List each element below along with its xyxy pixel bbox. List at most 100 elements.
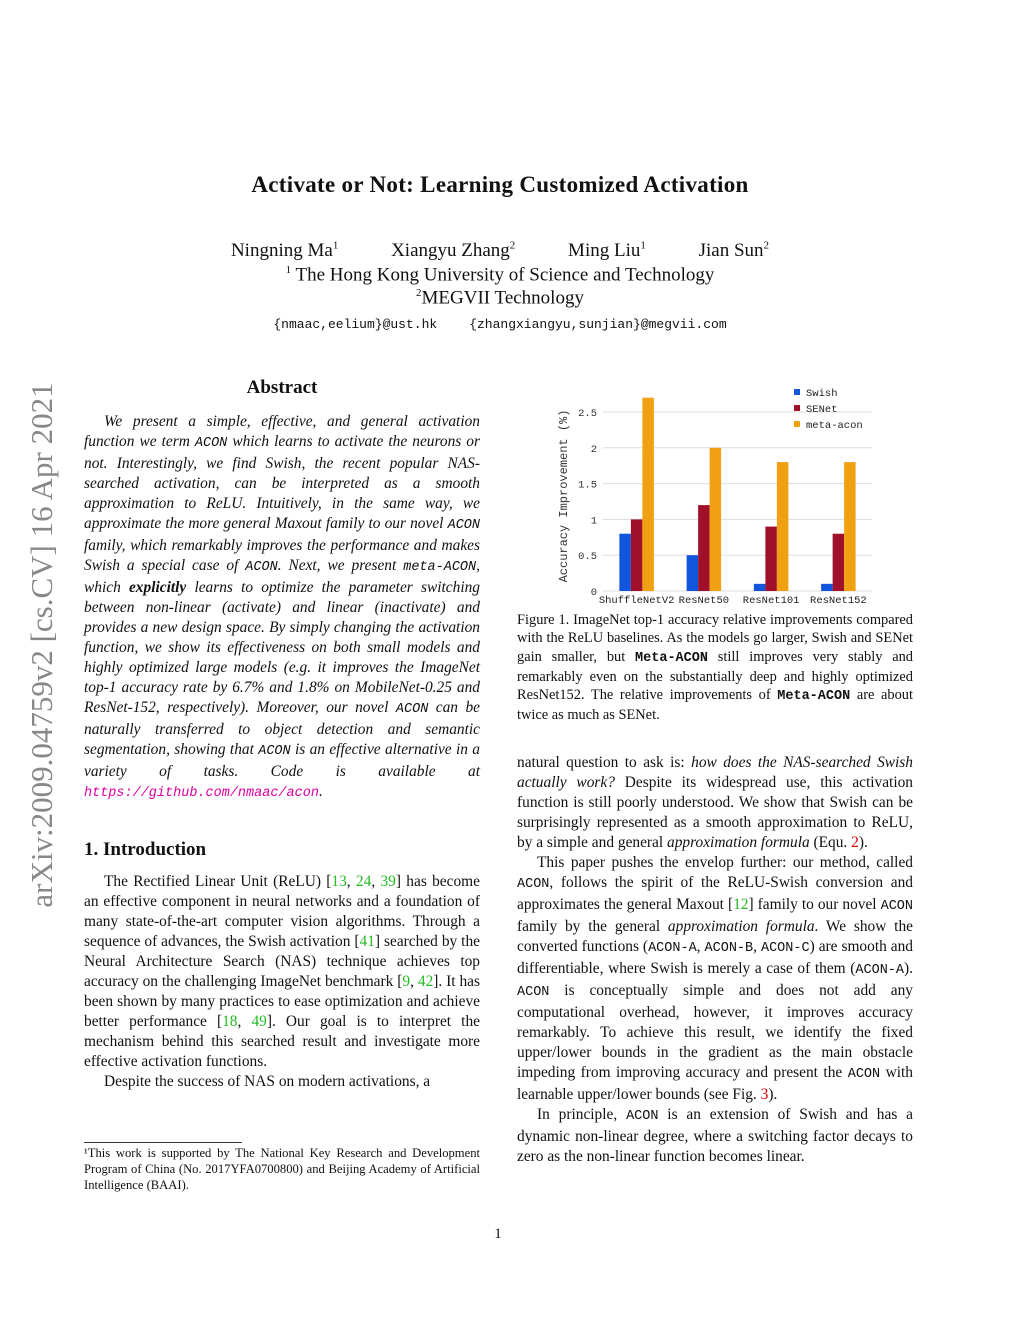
text-run: ) are smooth and differentiable, where S… xyxy=(517,938,913,977)
bar-swish-resnet152 xyxy=(821,583,833,591)
text-run: ACON xyxy=(395,702,429,717)
text-run: is an effective alternative in a variety… xyxy=(84,741,481,780)
affiliation: 1 The Hong Kong University of Science an… xyxy=(0,264,1000,286)
text-run: ACON-C xyxy=(760,941,810,956)
bar-senet-resnet101 xyxy=(765,526,777,591)
text-run: ACON xyxy=(517,877,550,892)
text-run: can be naturally transferred to object d… xyxy=(84,699,480,758)
text-run: (Equ. xyxy=(809,834,852,851)
author-sup: 2 xyxy=(763,240,770,252)
bar-swish-resnet50 xyxy=(686,555,699,591)
emails: {nmaac,eelium}@ust.hk {zhangxiangyu,sunji… xyxy=(0,317,1000,332)
text-run: , xyxy=(753,938,761,955)
text-run: ACON xyxy=(517,985,550,1000)
code-link[interactable]: https://github.com/nmaac/acon xyxy=(84,786,319,801)
bar-senet-resnet152 xyxy=(832,533,845,591)
text-run: In principle, xyxy=(537,1106,627,1123)
text-run: ] searched by the Neural Architecture Se… xyxy=(84,933,480,990)
legend-label: Swish xyxy=(806,388,838,400)
aff-text: MEGVII Technology xyxy=(421,287,584,309)
author-name: Jian Sun xyxy=(698,240,764,262)
text-run: family, which remarkably improves the pe… xyxy=(84,537,480,574)
body-paragraph: This paper pushes the envelop further: o… xyxy=(517,853,913,1105)
citation-link[interactable]: 41 xyxy=(359,933,375,950)
text-run: , xyxy=(410,973,418,990)
author-sup: 1 xyxy=(640,240,646,252)
text-run: ACON xyxy=(447,518,480,533)
bar-swish-resnet101 xyxy=(753,583,766,591)
left-column: Abstract We present a simple, effective,… xyxy=(84,378,480,1092)
legend-label: meta-acon xyxy=(806,420,863,432)
citation-link[interactable]: 9 xyxy=(402,973,411,990)
text-run: ACON-B xyxy=(704,941,754,956)
text-run: , follows the spirit of the ReLU-Swish c… xyxy=(517,874,913,913)
text-run: ACON xyxy=(258,744,291,759)
citation-link[interactable]: 18 xyxy=(222,1013,238,1030)
author-sup: 2 xyxy=(509,240,516,252)
citation-link[interactable]: 12 xyxy=(733,896,749,913)
text-run: ). xyxy=(904,960,913,977)
text-run: explicitly xyxy=(128,579,187,596)
affiliation: 2MEGVII Technology xyxy=(0,287,1000,309)
author-list: Ningning Ma1 Xiangyu Zhang2 Ming Liu1 Ji… xyxy=(0,240,1000,262)
body-paragraph: In principle, ACON is an extension of Sw… xyxy=(517,1105,913,1167)
text-run: ]. It has been shown by many practices t… xyxy=(84,973,481,1030)
footnote: ¹This work is supported by The National … xyxy=(84,1145,480,1193)
bar-senet-shufflenetv2 xyxy=(630,519,643,591)
text-run: , xyxy=(346,873,356,890)
y-tick-label: 0.5 xyxy=(578,551,597,563)
author: Ming Liu1 xyxy=(568,240,646,261)
intro-paragraph: The Rectified Linear Unit (ReLU) [13, 24… xyxy=(84,872,480,1072)
citation-link[interactable]: 2 xyxy=(851,834,859,851)
x-tick-label: ShuffleNetV2 xyxy=(599,595,675,607)
legend-label: SENet xyxy=(806,404,838,416)
text-run: which learns to activate the neurons or … xyxy=(84,433,480,532)
text-run: natural question to ask is: xyxy=(517,754,692,771)
text-run: , xyxy=(696,938,705,955)
citation-link[interactable]: 49 xyxy=(251,1013,267,1030)
text-run: This paper pushes the envelop further: o… xyxy=(537,854,913,871)
text-run: We present a simple, effective, and gene… xyxy=(84,413,480,450)
text-run: ¹This work is supported by The National … xyxy=(84,1146,480,1192)
citation-link[interactable]: 39 xyxy=(380,873,396,890)
y-tick-label: 2.5 xyxy=(578,408,597,420)
page-number: 1 xyxy=(494,1226,502,1242)
text-run: approximation formula xyxy=(667,834,810,851)
text-run: approximation formula xyxy=(667,918,815,935)
aff-sup: 1 xyxy=(285,264,292,276)
citation-link[interactable]: 3 xyxy=(760,1086,769,1103)
figure-caption: Figure 1. ImageNet top-1 accuracy relati… xyxy=(517,611,913,725)
text-run: ). xyxy=(858,834,868,851)
intro-heading: 1. Introduction xyxy=(84,839,207,860)
text-run: ACON-A xyxy=(648,941,697,956)
body-paragraph: natural question to ask is: how does the… xyxy=(517,753,913,853)
legend-swatch xyxy=(794,389,800,395)
citation-link[interactable]: 24 xyxy=(355,873,372,890)
text-run: ACON xyxy=(626,1109,659,1124)
text-run: ] family to our novel xyxy=(748,896,881,913)
author: Xiangyu Zhang2 xyxy=(391,240,515,261)
abstract-heading: Abstract xyxy=(246,377,318,398)
text-run: ] has become an effective component in n… xyxy=(84,873,480,950)
footnote-rule xyxy=(84,1142,242,1143)
author-sup: 1 xyxy=(332,240,339,252)
citation-link[interactable]: 13 xyxy=(331,873,347,890)
paper-title: Activate or Not: Learning Customized Act… xyxy=(251,172,749,197)
aff-text: The Hong Kong University of Science and … xyxy=(291,264,715,286)
text-run: still improves very stably and remarkabl… xyxy=(517,648,913,704)
text-run: is an extension of Swish and has a dynam… xyxy=(517,1106,913,1165)
right-column: natural question to ask is: how does the… xyxy=(517,753,913,1167)
y-tick-label: 0 xyxy=(591,587,597,599)
citation-link[interactable]: 42 xyxy=(417,973,434,990)
text-run: is conceptually simple and does not add … xyxy=(517,982,913,1081)
text-run: are about twice as much as SENet. xyxy=(517,687,913,724)
author-name: Ming Liu xyxy=(568,240,641,262)
text-run: Despite the success of NAS on modern act… xyxy=(104,1073,431,1090)
text-run: , xyxy=(371,873,381,890)
legend-swatch xyxy=(794,421,800,427)
text-run: Despite its widespread use, this activat… xyxy=(517,774,913,851)
text-run: ]. Our goal is to interpret the mechanis… xyxy=(84,1013,480,1070)
text-run: ACON xyxy=(194,436,228,451)
text-run: ACON xyxy=(245,560,278,575)
